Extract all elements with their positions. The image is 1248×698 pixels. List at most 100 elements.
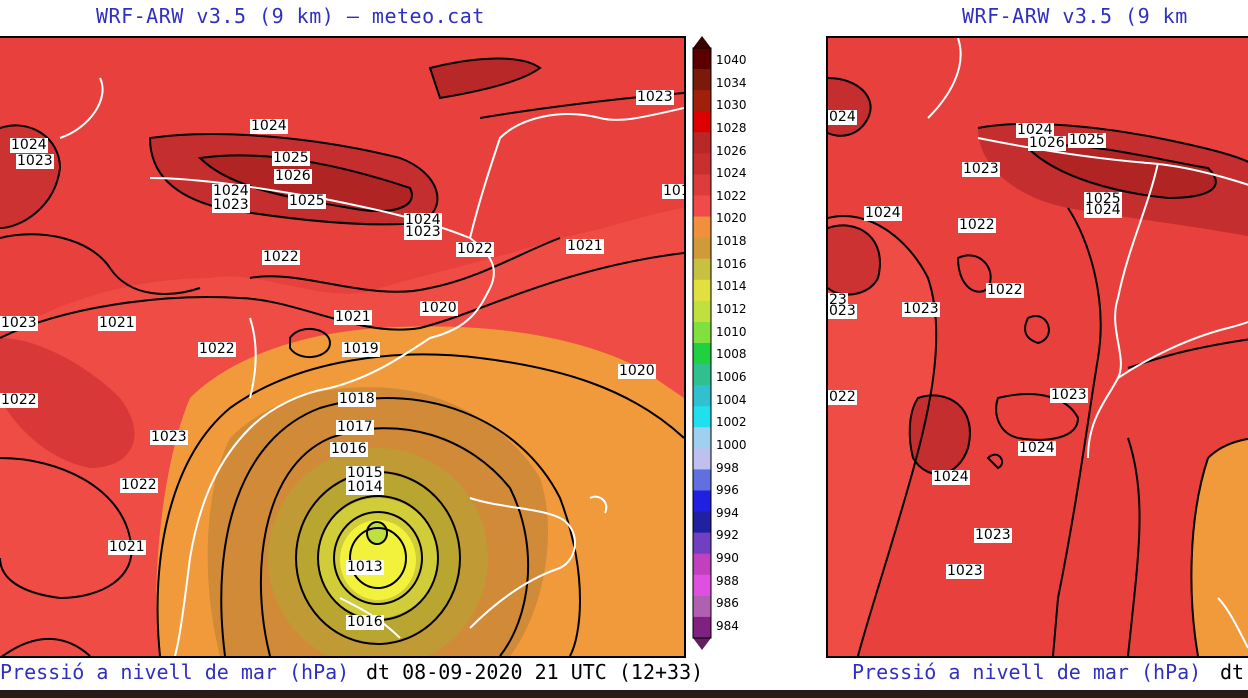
left-contour-label: 1026: [274, 168, 312, 184]
colorbar-swatch: [693, 490, 711, 513]
colorbar-frame: [692, 47, 712, 639]
colorbar-tick-label: 1010: [716, 324, 747, 339]
left-contour-label: 1021: [108, 539, 146, 555]
right-contour-label: 022: [828, 389, 857, 405]
right-datetime-label: dt: [1220, 660, 1245, 684]
colorbar-swatch: [693, 595, 711, 618]
colorbar-tick-label: 1026: [716, 143, 747, 158]
left-contour-label: 1021: [98, 315, 136, 331]
left-contour-label: 1019: [342, 341, 380, 357]
left-contour-label: 1013: [346, 559, 384, 575]
right-contour-label: 1023: [962, 161, 1000, 177]
left-contour-label: 1023: [0, 315, 38, 331]
colorbar-swatch: [693, 174, 711, 196]
colorbar-swatch: [693, 511, 711, 534]
right-contour-label: 1023: [946, 563, 984, 579]
left-map-title: WRF-ARW v3.5 (9 km) — meteo.cat: [96, 4, 485, 28]
colorbar-tick-label: 1006: [716, 369, 747, 384]
right-contour-label: 024: [828, 109, 857, 125]
colorbar-tick-label: 1016: [716, 256, 747, 271]
colorbar-tick-label: 1004: [716, 392, 747, 407]
left-contour-label: 1022: [262, 249, 300, 265]
colorbar-swatch: [693, 300, 711, 323]
colorbar-swatch: [693, 279, 711, 302]
right-contour-label: 1024: [864, 205, 902, 221]
right-contour-label: 1024: [932, 469, 970, 485]
left-contour-label: 1023: [212, 197, 250, 213]
colorbar-tick-label: 998: [716, 460, 739, 475]
colorbar-top-arrow: [693, 36, 711, 48]
left-contour-label: 1024: [250, 118, 288, 134]
left-contour-label: 1022: [456, 241, 494, 257]
colorbar-tick-label: 1014: [716, 279, 747, 294]
colorbar-tick-label: 994: [716, 505, 739, 520]
right-contour-label: 1025: [1068, 132, 1106, 148]
right-contour-label: 1022: [986, 282, 1024, 298]
colorbar-swatch: [693, 364, 711, 386]
colorbar-tick-label: 1012: [716, 302, 747, 317]
colorbar-swatch: [693, 616, 711, 639]
left-contour-label: 1020: [618, 363, 656, 379]
colorbar-scale: [692, 36, 712, 650]
left-contour-label: 1014: [346, 479, 384, 495]
colorbar-swatch: [693, 532, 711, 555]
colorbar-tick-label: 1030: [716, 98, 747, 113]
left-contour-label: 1018: [338, 391, 376, 407]
colorbar-swatch: [693, 258, 711, 281]
bottom-dark-strip: [0, 690, 1248, 698]
left-contour-label: 1017: [336, 419, 374, 435]
colorbar-tick-label: 984: [716, 619, 739, 633]
colorbar-swatch: [693, 48, 711, 70]
colorbar-tick-label: 996: [716, 483, 739, 498]
colorbar-tick-label: 986: [716, 596, 739, 611]
colorbar-tick-label: 988: [716, 573, 739, 588]
colorbar-tick-label: 1034: [716, 75, 747, 90]
colorbar-swatch: [693, 406, 711, 428]
colorbar-tick-label: 1028: [716, 120, 747, 135]
left-contour-label: 1023: [16, 153, 54, 169]
colorbar-tick-label: 1018: [716, 234, 747, 249]
colorbar-tick-label: 992: [716, 528, 739, 543]
colorbar-swatch: [693, 469, 711, 491]
colorbar-swatch: [693, 574, 711, 597]
colorbar-swatch: [693, 343, 711, 365]
colorbar-swatch: [693, 90, 711, 112]
left-contour-label: 1022: [198, 341, 236, 357]
right-map-svg: [828, 38, 1248, 656]
colorbar-swatch: [693, 427, 711, 449]
right-contour-label: 1023: [1050, 387, 1088, 403]
left-contour-label: 1022: [0, 392, 38, 408]
left-contour-label: 1020: [420, 300, 458, 316]
left-contour-label: 1016: [662, 184, 684, 199]
left-contour-label: 1016: [330, 441, 368, 457]
colorbar-swatch: [693, 321, 711, 344]
left-pressure-map: 1024 1023 1024 1025 1026 1024 1023 1025 1024 1023…: [0, 36, 686, 658]
colorbar-swatch: [693, 195, 711, 218]
right-contour-label: 1024: [1018, 440, 1056, 456]
colorbar-swatch: [693, 111, 711, 133]
right-contour-label: 1022: [958, 217, 996, 233]
colorbar-swatch: [693, 385, 711, 407]
colorbar-bottom-arrow: [693, 638, 711, 650]
colorbar-swatch: [693, 153, 711, 175]
left-contour-label: 1016: [346, 614, 384, 630]
colorbar-tick-label: 1020: [716, 211, 747, 226]
right-contour-label: 1023: [974, 527, 1012, 543]
right-map-title: WRF-ARW v3.5 (9 km: [962, 4, 1188, 28]
right-pressure-map: 024 1024 1026 1025 1023 1024 1025 1024 1022 23 023…: [826, 36, 1248, 658]
left-contour-label: 1025: [288, 193, 326, 209]
right-contour-label: 1026: [1028, 135, 1066, 151]
colorbar-swatch: [693, 237, 711, 260]
colorbar-tick-label: 1008: [716, 347, 747, 362]
left-contour-label: 1023: [404, 224, 442, 240]
left-datetime-label: dt 08-09-2020 21 UTC (12+33): [366, 660, 704, 684]
right-contour-label: 023: [828, 303, 857, 319]
left-contour-label: 1025: [272, 150, 310, 166]
right-contour-label: 1024: [1016, 122, 1054, 138]
left-contour-label: 1023: [150, 429, 188, 445]
colorbar-tick-label: 1000: [716, 437, 747, 452]
colorbar-swatch: [693, 553, 711, 576]
left-variable-label: Pressió a nivell de mar (hPa): [0, 660, 350, 684]
colorbar-tick-label: 1024: [716, 166, 747, 181]
left-contour-label: 1021: [334, 309, 372, 325]
